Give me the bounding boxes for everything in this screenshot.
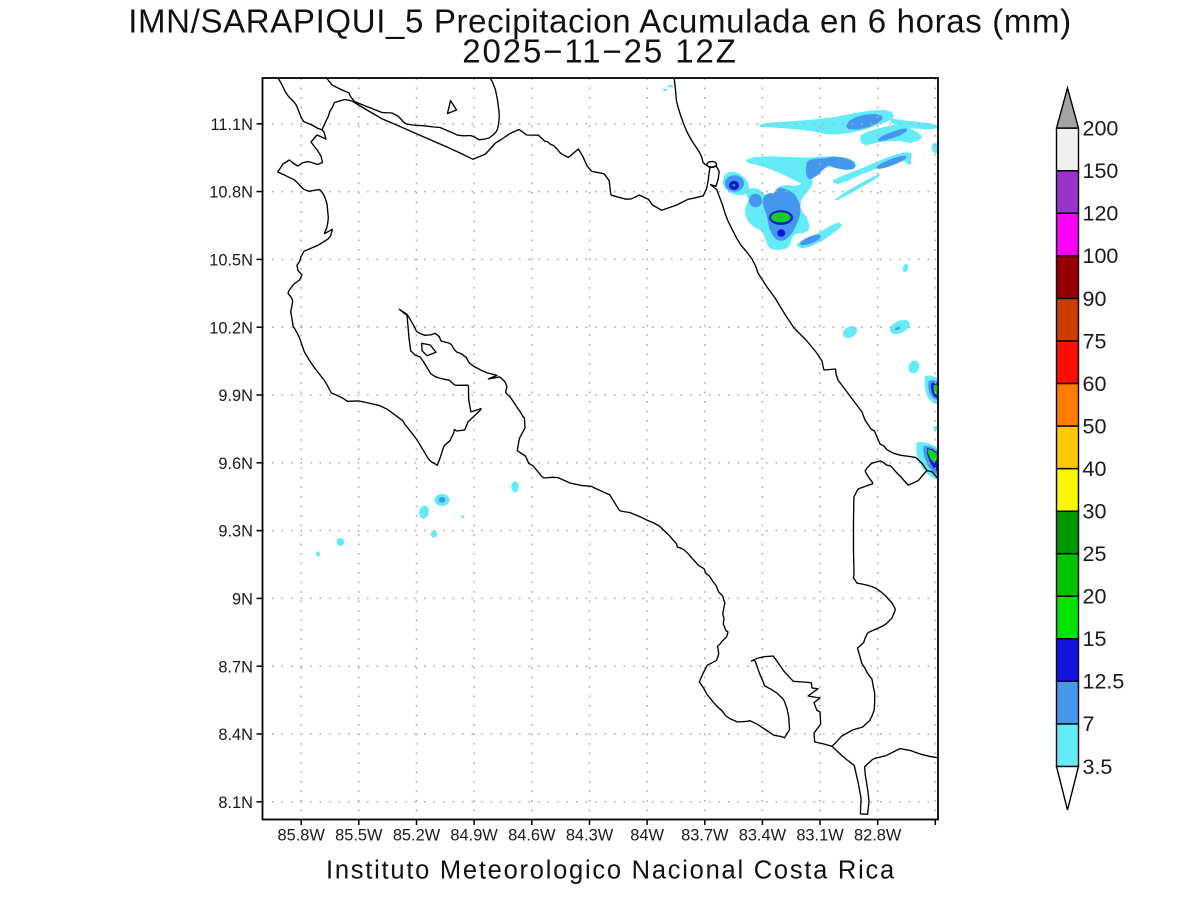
svg-text:100: 100 xyxy=(1083,244,1119,268)
svg-text:84.3W: 84.3W xyxy=(566,827,614,845)
svg-text:25: 25 xyxy=(1083,542,1107,566)
svg-text:20: 20 xyxy=(1083,585,1107,609)
svg-text:30: 30 xyxy=(1083,500,1107,524)
svg-text:12.5: 12.5 xyxy=(1083,670,1125,694)
svg-text:83.7W: 83.7W xyxy=(681,827,729,845)
svg-text:10.8N: 10.8N xyxy=(209,184,253,202)
svg-text:11.1N: 11.1N xyxy=(210,116,253,134)
svg-text:83.4W: 83.4W xyxy=(739,827,787,845)
svg-text:8.1N: 8.1N xyxy=(218,794,253,812)
svg-text:15: 15 xyxy=(1083,627,1107,651)
svg-text:8.7N: 8.7N xyxy=(218,658,253,676)
svg-text:3.5: 3.5 xyxy=(1083,755,1113,779)
svg-text:85.5W: 85.5W xyxy=(335,827,383,845)
svg-text:50: 50 xyxy=(1083,414,1107,438)
svg-text:84.6W: 84.6W xyxy=(508,827,556,845)
svg-text:7: 7 xyxy=(1083,712,1095,736)
svg-text:9.6N: 9.6N xyxy=(218,455,253,473)
svg-text:90: 90 xyxy=(1083,287,1107,311)
svg-text:9N: 9N xyxy=(232,591,253,609)
svg-text:85.2W: 85.2W xyxy=(393,827,441,845)
svg-text:120: 120 xyxy=(1083,202,1119,226)
svg-text:IMN/SARAPIQUI_5 Precipitacion: IMN/SARAPIQUI_5 Precipitacion Acumulada … xyxy=(128,3,1072,40)
svg-text:2025−11−25 12Z: 2025−11−25 12Z xyxy=(462,33,738,70)
svg-text:82.8W: 82.8W xyxy=(854,827,902,845)
svg-text:150: 150 xyxy=(1083,159,1119,183)
svg-text:10.2N: 10.2N xyxy=(209,319,253,337)
svg-text:83.1W: 83.1W xyxy=(796,827,844,845)
svg-text:8.4N: 8.4N xyxy=(218,726,253,744)
svg-text:84.9W: 84.9W xyxy=(450,827,498,845)
svg-text:200: 200 xyxy=(1083,117,1119,141)
svg-text:85.8W: 85.8W xyxy=(278,827,326,845)
svg-text:Instituto Meteorologico Nacion: Instituto Meteorologico Nacional Costa R… xyxy=(326,856,896,884)
svg-text:10.5N: 10.5N xyxy=(209,252,253,270)
svg-text:75: 75 xyxy=(1083,329,1107,353)
svg-text:84W: 84W xyxy=(630,827,664,845)
svg-text:9.3N: 9.3N xyxy=(218,523,253,541)
svg-text:9.9N: 9.9N xyxy=(218,387,253,405)
svg-text:40: 40 xyxy=(1083,457,1107,481)
svg-text:60: 60 xyxy=(1083,372,1107,396)
